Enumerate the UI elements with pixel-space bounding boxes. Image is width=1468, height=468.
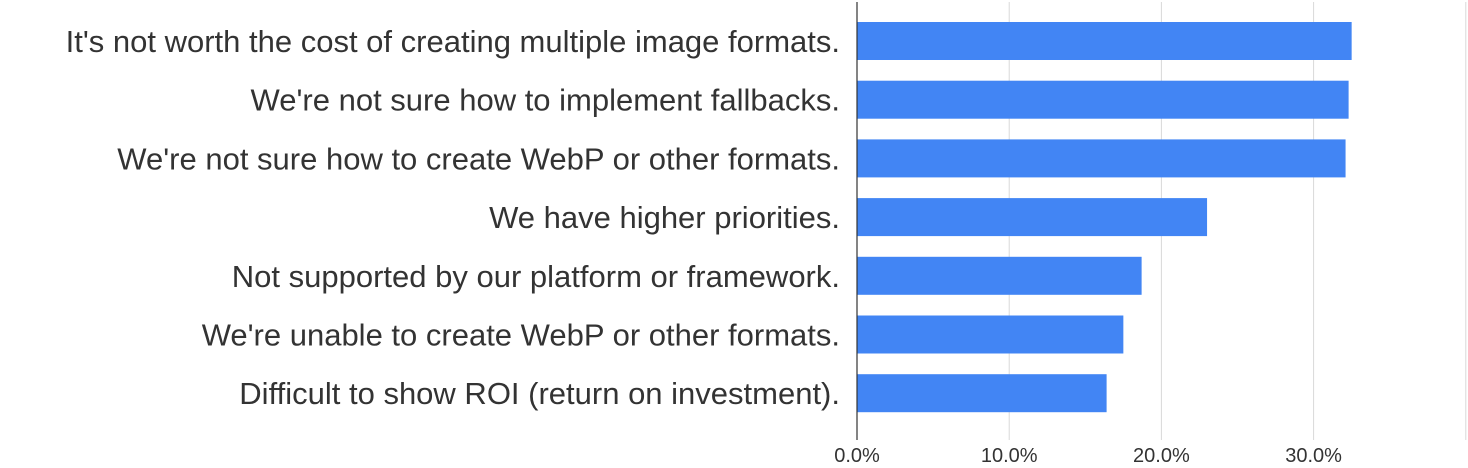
category-label: We're not sure how to implement fallback… (251, 83, 840, 118)
tick-label-layer: 0.0% 10.0% 20.0% 30.0% (834, 445, 1342, 467)
category-label: Difficult to show ROI (return on investm… (239, 376, 840, 411)
bar (857, 22, 1352, 60)
bar (857, 139, 1346, 178)
bar (857, 315, 1124, 354)
bar (857, 80, 1349, 119)
category-label-layer: It's not worth the cost of creating mult… (66, 24, 840, 411)
x-tick-label: 0.0% (834, 445, 880, 467)
category-label: We're not sure how to create WebP or oth… (117, 141, 840, 176)
category-label: It's not worth the cost of creating mult… (66, 24, 840, 59)
category-label: Not supported by our platform or framewo… (232, 259, 840, 294)
bar (857, 256, 1142, 295)
category-label: We're unable to create WebP or other for… (202, 318, 840, 353)
x-tick-label: 10.0% (981, 445, 1038, 467)
bar (857, 374, 1107, 413)
bar-layer (857, 22, 1352, 413)
x-tick-label: 20.0% (1133, 445, 1190, 467)
bar (857, 198, 1208, 237)
category-label: We have higher priorities. (489, 200, 840, 235)
x-tick-label: 30.0% (1285, 445, 1342, 467)
